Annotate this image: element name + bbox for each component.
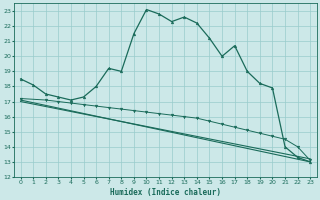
X-axis label: Humidex (Indice chaleur): Humidex (Indice chaleur) bbox=[110, 188, 221, 197]
